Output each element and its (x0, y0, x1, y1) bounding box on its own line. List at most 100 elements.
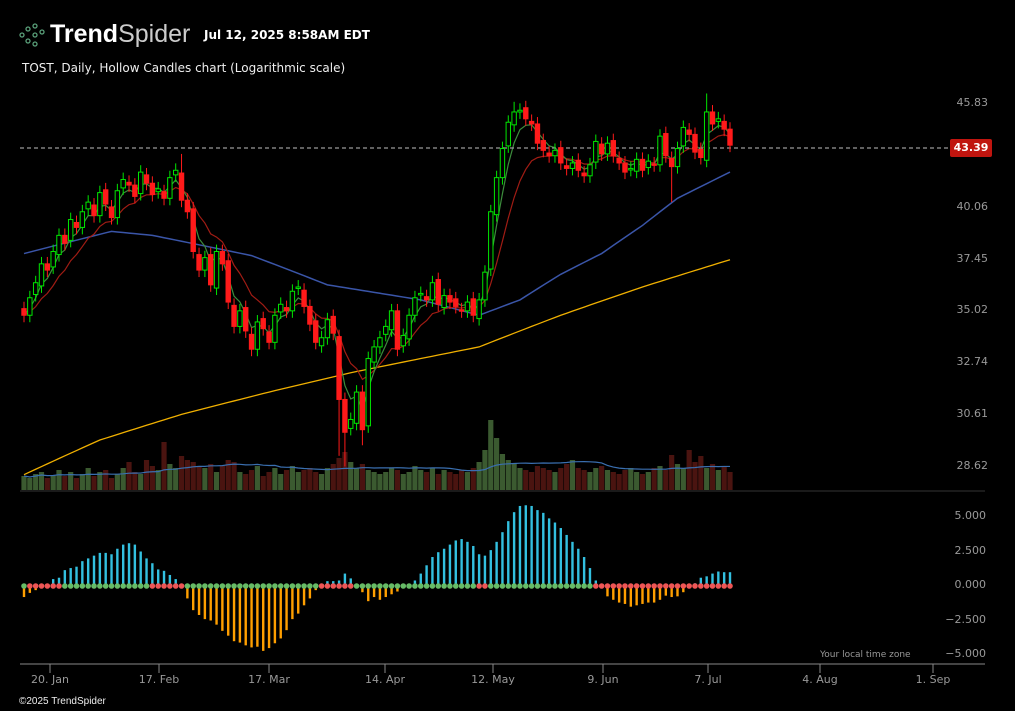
candle (108, 200, 115, 225)
volume-bar (575, 468, 581, 490)
time-tick-label: 7. Jul (694, 673, 722, 686)
histogram-bar (262, 586, 265, 651)
candle-body (365, 358, 371, 427)
candle (383, 319, 389, 342)
signal-dot (534, 583, 541, 589)
signal-dot (73, 583, 80, 589)
signal-dot (593, 583, 599, 589)
candle-body (721, 120, 727, 130)
candle-body (610, 140, 617, 157)
candle (254, 315, 261, 357)
volume-bar (680, 468, 686, 490)
signal-dot (692, 583, 698, 589)
histogram-bar (349, 578, 352, 586)
histogram-bar (547, 518, 551, 586)
candle (143, 167, 150, 191)
volume-bar (488, 420, 494, 490)
candle (610, 133, 617, 163)
candle (569, 156, 576, 176)
candle-body (622, 162, 628, 173)
volume-bar (371, 472, 377, 490)
signal-dot (62, 583, 68, 589)
histogram-bar (711, 573, 714, 586)
candle-body (324, 319, 331, 339)
signal-dot (167, 583, 173, 589)
chart-subtitle: TOST, Daily, Hollow Candles chart (Logar… (22, 61, 346, 75)
candle (56, 228, 62, 262)
candle (482, 265, 488, 307)
volume-bar (62, 476, 68, 490)
candle (342, 392, 348, 467)
signal-dot (56, 583, 62, 589)
volume-bar (114, 474, 120, 490)
signal-dot (517, 583, 523, 589)
volume-bar (459, 470, 465, 490)
volume-bar (412, 466, 418, 490)
candle (418, 286, 424, 302)
volume-bar (237, 472, 243, 490)
volume-bar (103, 470, 109, 490)
time-tick-label: 9. Jun (587, 673, 619, 686)
indicator-tick-label: −2.500 (945, 612, 986, 626)
candle-body (406, 314, 412, 340)
candle (348, 412, 354, 436)
histogram-bar (390, 586, 393, 595)
histogram-bar (466, 541, 469, 586)
candle-body (225, 260, 231, 303)
volume-bar (552, 472, 558, 490)
histogram-bar (460, 539, 463, 586)
candle (587, 157, 593, 183)
candle-body (552, 149, 558, 157)
volume-bar (68, 472, 74, 490)
indicator-tick-label: 0.000 (954, 578, 987, 591)
candle-body (266, 331, 272, 343)
volume-bar (278, 474, 284, 490)
volume-bar (91, 476, 97, 490)
histogram-bar (133, 544, 137, 586)
volume-bar (330, 464, 336, 490)
signal-dot (347, 583, 354, 589)
signal-dot (295, 583, 302, 589)
signal-dot (143, 583, 150, 589)
timezone-note: Your local time zone (820, 650, 911, 660)
volume-bar (138, 474, 144, 490)
candle (558, 140, 564, 170)
signal-dot (353, 583, 360, 589)
time-tick-label: 12. May (471, 673, 515, 686)
histogram-bar (559, 528, 562, 586)
histogram-bar (582, 557, 586, 586)
volume-bar (523, 470, 529, 490)
histogram-bar (699, 577, 703, 586)
histogram-bar (606, 586, 609, 597)
volume-bar (616, 474, 622, 490)
histogram-bar (717, 571, 720, 586)
histogram-bar (518, 505, 522, 586)
candle (423, 289, 430, 307)
candle-body (114, 190, 121, 219)
candle-body (219, 251, 226, 265)
signal-dot (254, 583, 261, 589)
histogram-bar (127, 543, 131, 586)
histogram-bar (267, 586, 271, 649)
candle-body (464, 301, 471, 312)
histogram-bar (227, 586, 230, 636)
histogram-bar (682, 586, 685, 593)
signal-dot (266, 583, 272, 589)
volume-bar (289, 466, 295, 490)
histogram-bar (419, 573, 422, 586)
histogram-bar (489, 550, 492, 586)
candle-body (73, 221, 80, 228)
volume-bar (173, 468, 179, 490)
volume-bar (283, 470, 290, 490)
volume-bar (348, 462, 354, 490)
volume-bar (161, 442, 167, 490)
volume-bar (564, 464, 570, 490)
histogram-bar (168, 574, 172, 586)
volume-bar (365, 470, 371, 490)
signal-dot (312, 583, 319, 589)
candle (517, 103, 523, 119)
histogram-bar (431, 557, 434, 586)
signal-dot (32, 583, 39, 589)
histogram-bar (623, 586, 627, 604)
